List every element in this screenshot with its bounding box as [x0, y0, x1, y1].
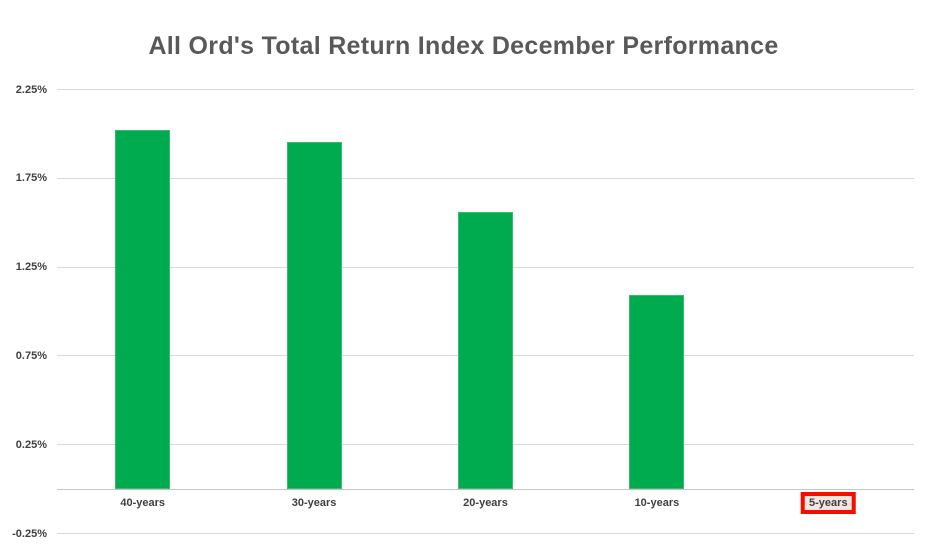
bar-10-years — [629, 295, 685, 489]
x-axis-label-5-years-highlighted: 5-years — [801, 491, 856, 514]
plot-area: 2.25% 1.75% 1.25% 0.75% 0.25% -0.25% 40-years 3… — [12, 84, 914, 540]
x-axis-label-40-years: 40-years — [120, 496, 166, 509]
y-axis-tick-label: 0.75% — [15, 349, 47, 362]
y-axis-tick-label: 1.75% — [15, 172, 47, 185]
y-axis-tick-label: -0.25% — [12, 527, 47, 540]
x-axis-label-10-years: 10-years — [634, 496, 680, 509]
gridline — [57, 533, 914, 534]
x-axis-label-20-years: 20-years — [463, 496, 508, 509]
y-axis-tick-label: 2.25% — [15, 83, 47, 96]
chart-title: All Ord's Total Return Index December Pe… — [148, 32, 779, 60]
bar-20-years — [458, 211, 513, 489]
gridline — [57, 89, 914, 90]
gridline — [57, 177, 914, 179]
x-axis-label-30-years: 30-years — [291, 496, 337, 509]
y-axis-tick-label: 0.25% — [15, 438, 47, 451]
x-axis-line — [57, 488, 914, 490]
bar-40-years — [115, 129, 171, 489]
y-axis-tick-label: 1.25% — [15, 261, 47, 274]
bar-30-years — [286, 142, 342, 489]
